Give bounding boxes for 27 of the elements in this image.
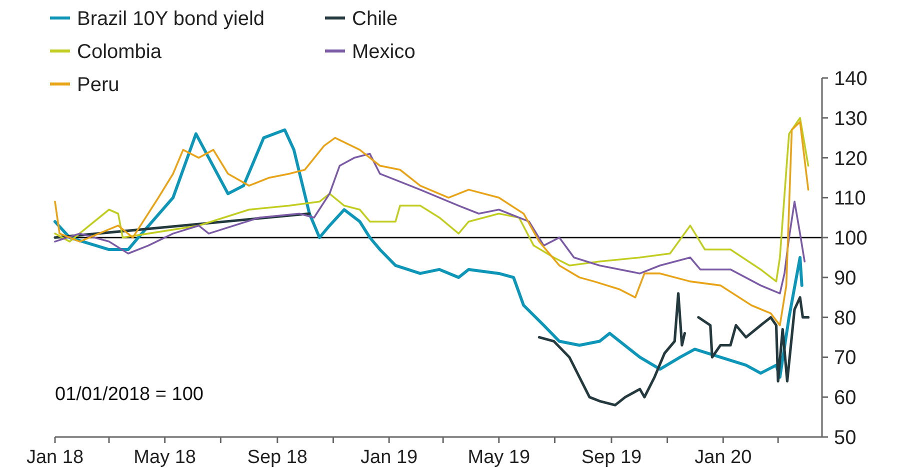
legend-label: Colombia (77, 41, 162, 63)
y-tick-label: 70 (834, 347, 856, 370)
y-tick-label: 50 (834, 427, 856, 449)
x-tick-label: Jan 18 (26, 447, 84, 468)
line-series (54, 120, 810, 326)
x-tick-label: Sep 19 (581, 447, 642, 468)
y-tick-label: 60 (834, 387, 856, 410)
x-tick-label: May 18 (134, 447, 196, 468)
x-tick-label: Jan 19 (360, 447, 418, 468)
annotation: 01/01/2018 = 100 (55, 384, 204, 405)
y-tick-label: 90 (834, 267, 856, 290)
legend-label: Mexico (352, 41, 416, 63)
legend-label: Chile (352, 8, 398, 30)
y-tick-label: 100 (834, 228, 868, 250)
y-tick-label: 140 (834, 68, 868, 90)
y-tick-label: 80 (834, 307, 856, 330)
x-tick-label: May 19 (468, 447, 530, 468)
y-tick-label: 120 (834, 148, 868, 170)
legend-label: Peru (77, 74, 120, 96)
x-tick-label: Sep 18 (247, 447, 308, 468)
line-series (54, 152, 806, 294)
line-series (54, 116, 810, 282)
legend-label: Brazil 10Y bond yield (77, 8, 265, 30)
line-series (54, 128, 804, 379)
x-tick-label: Jan 20 (694, 447, 752, 468)
y-tick-label: 110 (834, 188, 866, 210)
y-tick-label: 130 (834, 108, 868, 130)
